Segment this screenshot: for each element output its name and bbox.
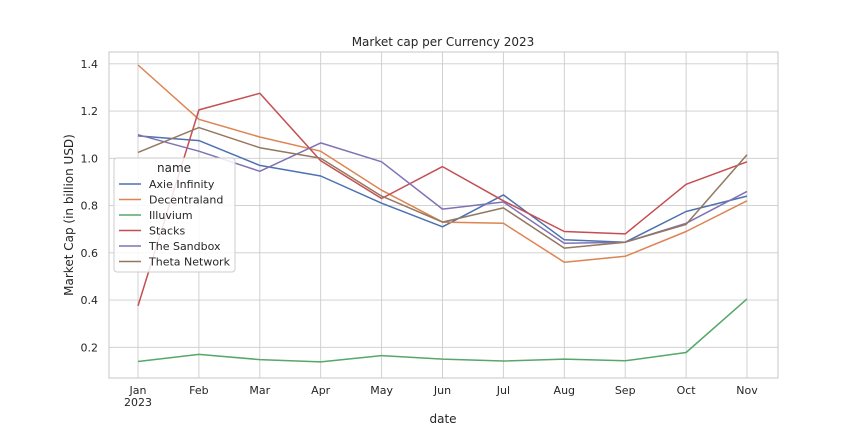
legend-item-label: Theta Network [148, 256, 231, 269]
y-tick-label: 0.8 [81, 200, 99, 213]
y-tick-label: 0.6 [81, 247, 99, 260]
y-axis-label: Market Cap (in billion USD) [62, 134, 76, 296]
x-tick-labels: Jan 2023 Feb Mar Apr May Jun Jul Aug Sep Oct Nov [124, 384, 758, 409]
x-tick-label: Feb [189, 384, 208, 397]
y-tick-label: 0.2 [81, 341, 99, 354]
x-tick-label: Sep [615, 384, 636, 397]
x-tick-label: May [370, 384, 393, 397]
series-line-illuvium [137, 298, 748, 363]
legend-title: name [157, 161, 191, 175]
legend-item-label: Stacks [149, 225, 185, 238]
legend-item-label: Decentraland [149, 194, 223, 207]
x-tick-label: Jan 2023 [124, 384, 152, 409]
y-tick-label: 1.4 [81, 58, 99, 71]
series-line-axie-infinity [137, 135, 748, 243]
legend-item-label: Illuvium [149, 209, 193, 222]
series-line-stacks [137, 92, 748, 307]
x-tick-label: Apr [311, 384, 331, 397]
x-tick-label: Jul [496, 384, 510, 397]
x-tick-label: Aug [554, 384, 575, 397]
legend: name Axie Infinity Decentraland Illuvium St… [113, 157, 236, 273]
legend-item-label: Axie Infinity [149, 178, 215, 191]
chart-title: Market cap per Currency 2023 [352, 35, 535, 49]
y-tick-label: 1.0 [81, 152, 99, 165]
x-tick-label: Oct [677, 384, 697, 397]
grid-layer [109, 52, 778, 378]
x-tick-label: Jun [433, 384, 451, 397]
legend-box [113, 157, 236, 273]
x-tick-label: Nov [736, 384, 758, 397]
plot-area-frame [108, 51, 779, 379]
y-tick-labels: 0.2 0.4 0.6 0.8 1.0 1.2 1.4 [81, 58, 99, 354]
series-line-theta-network [137, 126, 748, 249]
x-axis-label: date [429, 412, 456, 426]
y-tick-label: 1.2 [81, 105, 99, 118]
y-tick-label: 0.4 [81, 294, 99, 307]
legend-item-label: The Sandbox [148, 240, 221, 253]
series-layer [137, 64, 748, 363]
x-tick-label: Mar [249, 384, 270, 397]
legend-items: Axie Infinity Decentraland Illuvium Stacks T… [119, 178, 231, 269]
